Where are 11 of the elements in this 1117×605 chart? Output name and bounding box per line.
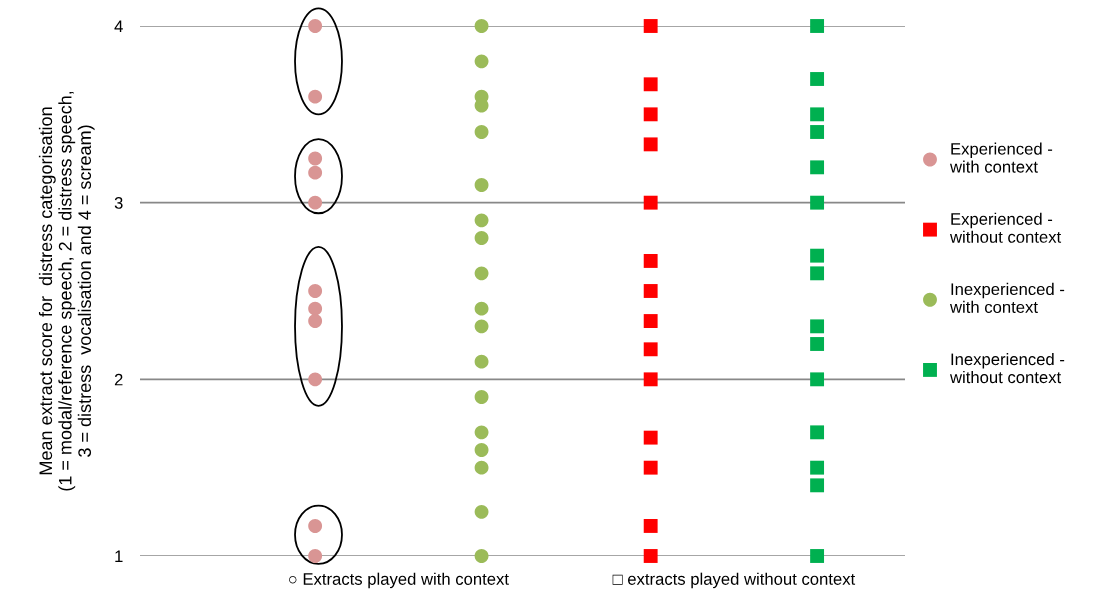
y-axis-title: Mean extract score for distress categorisation (1 = modal/reference speech, 2 = distress speech, 3 = distress vocalisation and 4 = scream) <box>38 91 95 491</box>
legend-label: Inexperienced - with context <box>949 282 1065 314</box>
y-tick-label: 4 <box>114 20 123 33</box>
x-tick-label: ○ Extracts played with context <box>289 572 509 589</box>
legend-label: Inexperienced - without context <box>949 352 1065 384</box>
legend-label: Experienced - without context <box>949 212 1062 243</box>
legend-label: Experienced - with context <box>949 142 1053 173</box>
y-tick-label: 1 <box>115 550 123 563</box>
y-tick-label: 2 <box>114 373 123 386</box>
x-tick-label: □ extracts played without context <box>612 572 856 589</box>
y-tick-label: 3 <box>114 197 123 209</box>
